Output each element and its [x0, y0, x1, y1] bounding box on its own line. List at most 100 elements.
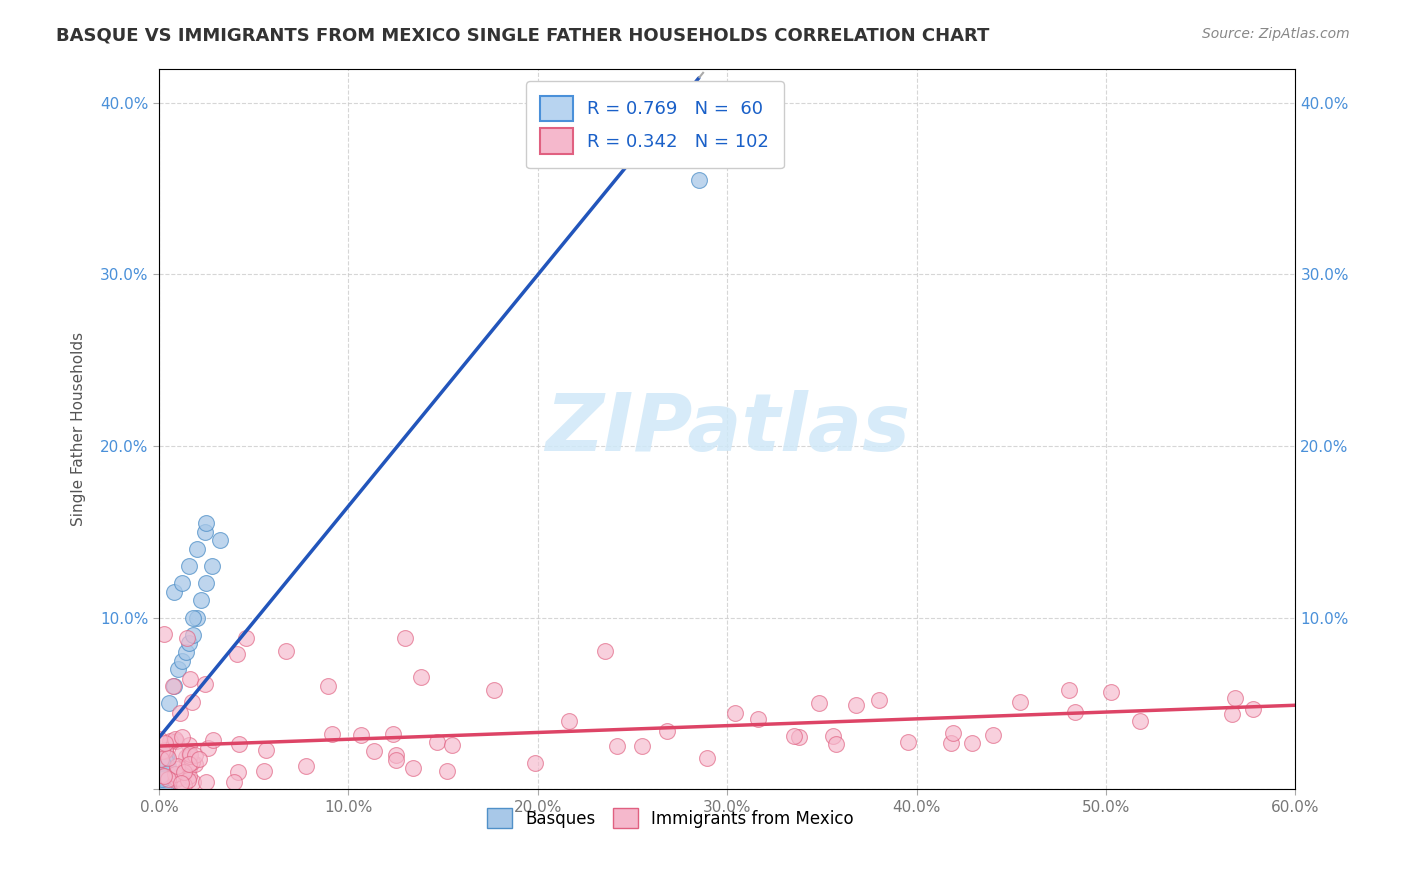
- Point: [152, 766, 174, 780]
- Point: [152, 766, 174, 780]
- Point: [173, 762, 195, 776]
- Point: [193, 524, 215, 539]
- Point: [394, 631, 416, 645]
- Point: [783, 729, 806, 743]
- Point: [152, 756, 174, 771]
- Point: [163, 679, 186, 693]
- Point: [156, 762, 179, 776]
- Point: [153, 771, 176, 785]
- Point: [195, 576, 218, 591]
- Point: [152, 757, 174, 772]
- Point: [155, 768, 177, 782]
- Point: [165, 772, 187, 786]
- Point: [181, 755, 204, 769]
- Point: [316, 679, 339, 693]
- Point: [153, 749, 176, 764]
- Point: [696, 750, 718, 764]
- Point: [155, 770, 177, 784]
- Point: [808, 696, 831, 710]
- Point: [197, 740, 219, 755]
- Text: ZIPatlas: ZIPatlas: [544, 390, 910, 468]
- Point: [157, 766, 180, 780]
- Point: [153, 769, 176, 783]
- Point: [1099, 684, 1122, 698]
- Point: [981, 728, 1004, 742]
- Point: [523, 756, 546, 770]
- Point: [150, 772, 173, 786]
- Point: [150, 744, 173, 758]
- Point: [156, 767, 179, 781]
- Point: [186, 541, 208, 556]
- Point: [385, 753, 408, 767]
- Point: [557, 714, 579, 728]
- Point: [253, 764, 276, 778]
- Point: [163, 732, 186, 747]
- Point: [165, 766, 187, 780]
- Point: [152, 760, 174, 774]
- Point: [222, 775, 245, 789]
- Point: [173, 778, 195, 792]
- Point: [960, 736, 983, 750]
- Point: [436, 764, 458, 778]
- Point: [155, 770, 177, 784]
- Point: [382, 727, 405, 741]
- Point: [482, 683, 505, 698]
- Point: [226, 648, 249, 662]
- Point: [157, 759, 180, 773]
- Y-axis label: Single Father Households: Single Father Households: [72, 332, 86, 526]
- Point: [688, 173, 710, 187]
- Point: [1223, 690, 1246, 705]
- Point: [150, 776, 173, 790]
- Point: [194, 774, 217, 789]
- Point: [228, 764, 250, 779]
- Point: [167, 771, 190, 785]
- Point: [1220, 706, 1243, 721]
- Point: [156, 764, 179, 779]
- Point: [149, 751, 172, 765]
- Point: [177, 773, 200, 788]
- Point: [825, 737, 848, 751]
- Point: [173, 764, 195, 779]
- Point: [254, 743, 277, 757]
- Point: [181, 628, 204, 642]
- Point: [163, 585, 186, 599]
- Point: [177, 763, 200, 777]
- Point: [167, 662, 190, 676]
- Point: [195, 516, 218, 531]
- Point: [1064, 705, 1087, 719]
- Point: [201, 559, 224, 574]
- Point: [789, 730, 811, 744]
- Point: [152, 778, 174, 792]
- Point: [402, 761, 425, 775]
- Point: [606, 739, 628, 753]
- Point: [939, 736, 962, 750]
- Point: [228, 738, 250, 752]
- Point: [159, 734, 181, 748]
- Point: [179, 761, 201, 775]
- Point: [188, 752, 211, 766]
- Point: [724, 706, 747, 720]
- Point: [208, 533, 231, 548]
- Point: [166, 734, 188, 748]
- Text: BASQUE VS IMMIGRANTS FROM MEXICO SINGLE FATHER HOUSEHOLDS CORRELATION CHART: BASQUE VS IMMIGRANTS FROM MEXICO SINGLE …: [56, 27, 990, 45]
- Point: [868, 693, 890, 707]
- Point: [156, 782, 179, 797]
- Point: [179, 769, 201, 783]
- Point: [183, 757, 205, 772]
- Point: [177, 756, 200, 771]
- Point: [440, 738, 463, 752]
- Point: [823, 729, 845, 743]
- Point: [149, 764, 172, 779]
- Point: [153, 757, 176, 772]
- Point: [363, 744, 385, 758]
- Point: [170, 730, 193, 744]
- Point: [180, 695, 202, 709]
- Point: [148, 758, 170, 772]
- Point: [155, 749, 177, 764]
- Point: [194, 676, 217, 690]
- Point: [149, 774, 172, 789]
- Point: [177, 738, 200, 752]
- Point: [179, 559, 201, 574]
- Point: [174, 645, 197, 659]
- Point: [1057, 683, 1080, 698]
